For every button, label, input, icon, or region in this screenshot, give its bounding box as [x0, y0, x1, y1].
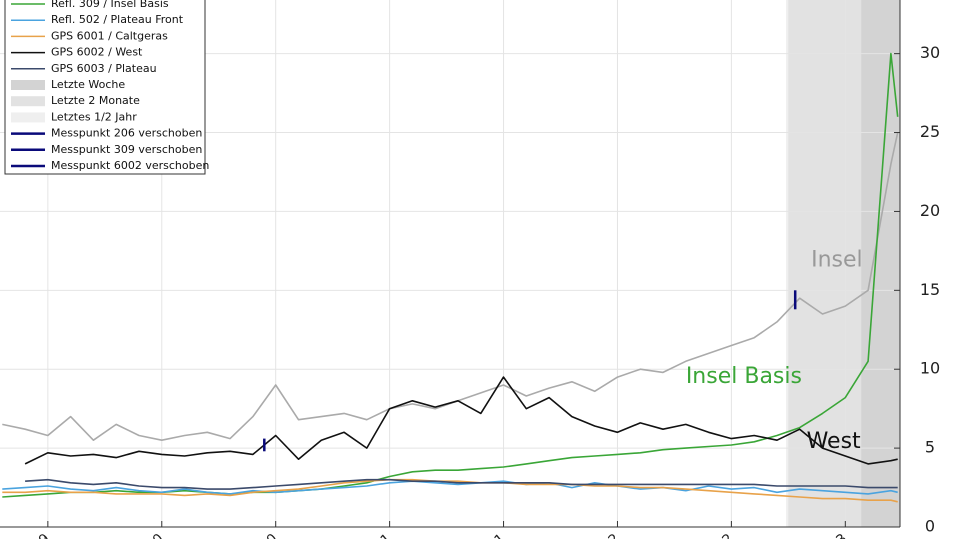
legend-swatch [11, 112, 45, 123]
legend-label: Messpunkt 6002 verschoben [51, 159, 209, 172]
x-tick-label: 21 [371, 531, 395, 539]
legend-label: Refl. 502 / Plateau Front [51, 13, 184, 26]
y-tick-label: 0 [925, 517, 935, 536]
time-span [861, 0, 900, 527]
x-tick-label: 22 [713, 531, 737, 539]
y-tick-label: 30 [920, 43, 940, 62]
legend-label: Refl. 309 / Insel Basis [51, 0, 169, 10]
legend-label: Messpunkt 309 verschoben [51, 143, 202, 156]
lines: Insel Insel Basis West [2, 52, 899, 503]
data-line [2, 132, 899, 441]
y-tick-label: 20 [920, 201, 940, 220]
legend-label: Messpunkt 206 verschoben [51, 127, 202, 140]
x-tick-label: 19 [29, 531, 53, 539]
annotation: Insel Basis [686, 364, 802, 389]
y-tick-label: 5 [925, 438, 935, 457]
x-tick-label: 21 [485, 531, 509, 539]
x-tick-label: 20 [257, 531, 281, 539]
x-tick-label: 22 [599, 531, 623, 539]
y-tick-label: 15 [920, 280, 940, 299]
data-line [2, 480, 898, 495]
legend-label: GPS 6003 / Plateau [51, 62, 157, 75]
data-line [2, 478, 898, 503]
legend-label: GPS 6002 / West [51, 46, 143, 59]
legend-label: Letzte 2 Monate [51, 94, 140, 107]
data-line [24, 376, 898, 465]
legend-swatch [11, 96, 45, 107]
legend-label: Letztes 1/2 Jahr [51, 110, 137, 123]
legend: Refl. 309 / Insel Basis Refl. 502 / Plate… [4, 0, 209, 175]
spans [786, 0, 900, 527]
annotation: Insel [811, 247, 863, 272]
y-tick-label: 25 [920, 122, 940, 141]
legend-label: GPS 6001 / Caltgeras [51, 29, 168, 42]
data-line [25, 478, 898, 490]
legend-label: Letzte Woche [51, 78, 125, 91]
legend-swatch [11, 80, 45, 90]
y-tick-label: 10 [920, 359, 940, 378]
x-tick-label: 20 [143, 531, 167, 539]
x-tick-label: 23 [827, 531, 851, 539]
annotation: West [807, 429, 861, 454]
